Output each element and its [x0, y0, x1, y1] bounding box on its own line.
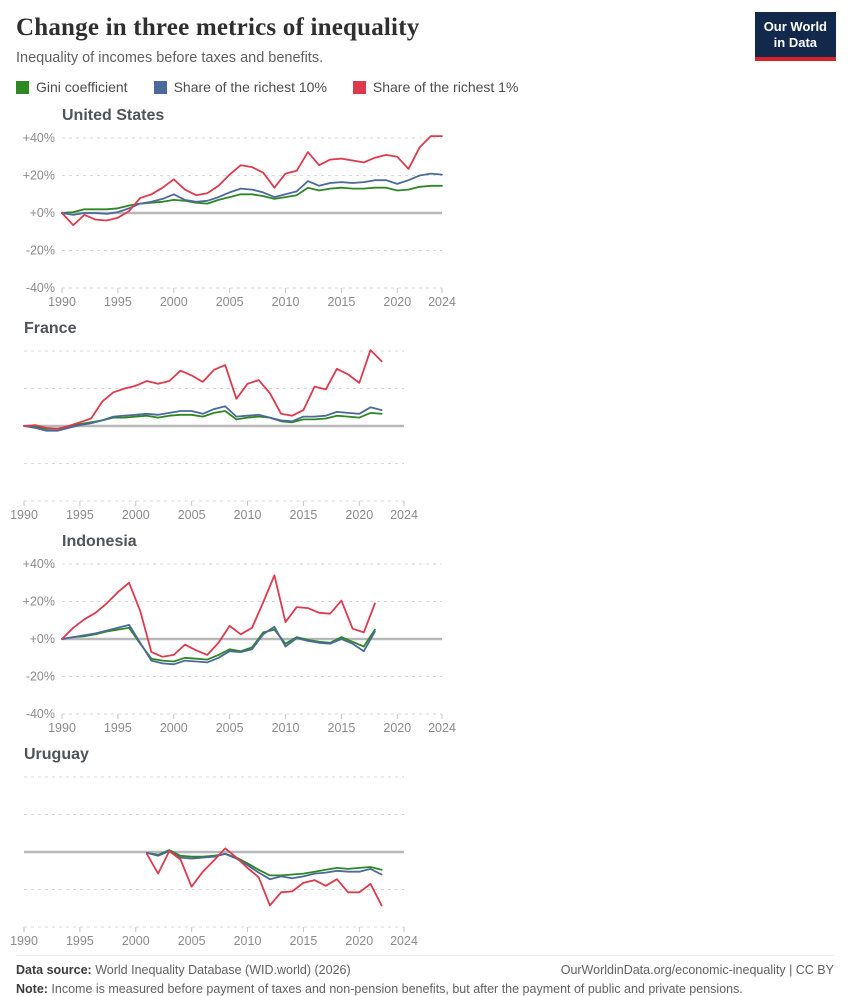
svg-text:1990: 1990	[10, 508, 38, 522]
data-source-label: Data source:	[16, 963, 92, 977]
svg-text:2005: 2005	[216, 295, 244, 309]
note-label: Note:	[16, 982, 48, 996]
footer-note-row: Note: Income is measured before payment …	[16, 982, 834, 996]
svg-text:1995: 1995	[66, 508, 94, 522]
svg-text:2015: 2015	[290, 934, 318, 948]
svg-text:+20%: +20%	[23, 169, 55, 183]
legend-item-gini[interactable]: Gini coefficient	[16, 79, 128, 95]
top10-legend-swatch-icon	[153, 80, 167, 94]
logo-line-2: in Data	[773, 35, 818, 51]
svg-text:1995: 1995	[104, 295, 132, 309]
data-source-value: World Inequality Database (WID.world) (2…	[91, 963, 351, 977]
svg-text:2005: 2005	[178, 934, 206, 948]
svg-text:2000: 2000	[122, 934, 150, 948]
svg-text:+20%: +20%	[23, 595, 55, 609]
svg-text:2020: 2020	[383, 721, 411, 735]
our-world-in-data-logo[interactable]: Our World in Data	[754, 12, 836, 61]
svg-text:2000: 2000	[160, 721, 188, 735]
svg-text:2005: 2005	[178, 508, 206, 522]
owid-url-link[interactable]: OurWorldinData.org/economic-inequality |…	[560, 963, 834, 977]
panel-indonesia: Indonesia +40% +20% +0% -20% -40% 1990 1995 200…	[16, 527, 456, 740]
footer-source-row: Data source: World Inequality Database (…	[16, 963, 834, 977]
logo-line-1: Our World	[763, 19, 827, 34]
svg-text:+0%: +0%	[30, 632, 55, 646]
legend-item-top1[interactable]: Share of the richest 1%	[352, 79, 519, 95]
svg-text:1990: 1990	[48, 295, 76, 309]
svg-text:2024: 2024	[390, 934, 418, 948]
small-multiples-grid: United States +40% +20% +0% -20% -40% 1990 199…	[10, 101, 834, 953]
panel-title-uruguay: Uruguay	[24, 746, 89, 763]
top1-legend-swatch-icon	[352, 80, 366, 94]
svg-text:-40%: -40%	[26, 707, 55, 721]
legend-label-top1: Share of the richest 1%	[372, 79, 519, 95]
line-chart-indonesia[interactable]: +40% +20% +0% -20% -40%1990 1995 2000 2005 2010 2…	[16, 554, 456, 740]
legend-label-top10: Share of the richest 10%	[173, 79, 327, 95]
svg-text:2020: 2020	[345, 508, 373, 522]
svg-text:2000: 2000	[122, 508, 150, 522]
chart-subtitle: Inequality of incomes before taxes and b…	[16, 50, 324, 66]
svg-text:1990: 1990	[10, 934, 38, 948]
svg-text:-20%: -20%	[26, 244, 55, 258]
panel-uruguay: Uruguay 1990 1995 2000 2005 2010 2015 2020 2024	[10, 740, 418, 953]
svg-text:-20%: -20%	[26, 670, 55, 684]
svg-text:2024: 2024	[428, 295, 456, 309]
svg-text:2024: 2024	[428, 721, 456, 735]
svg-text:2024: 2024	[390, 508, 418, 522]
chart-legend: Gini coefficient Share of the richest 10…	[16, 79, 834, 95]
line-chart-uruguay[interactable]: 1990 1995 2000 2005 2010 2015 2020 2024	[10, 767, 418, 953]
legend-label-gini: Gini coefficient	[36, 79, 128, 95]
line-chart-france[interactable]: 1990 1995 2000 2005 2010 2015 2020 2024	[10, 341, 418, 527]
note-value: Income is measured before payment of tax…	[47, 982, 743, 996]
legend-item-top10[interactable]: Share of the richest 10%	[153, 79, 327, 95]
svg-text:1995: 1995	[104, 721, 132, 735]
data-source-text: Data source: World Inequality Database (…	[16, 963, 351, 977]
panel-united-states: United States +40% +20% +0% -20% -40% 1990 199…	[16, 101, 456, 314]
svg-text:-40%: -40%	[26, 281, 55, 295]
svg-text:2010: 2010	[234, 508, 262, 522]
svg-text:2000: 2000	[160, 295, 188, 309]
svg-text:2010: 2010	[272, 721, 300, 735]
svg-text:1990: 1990	[48, 721, 76, 735]
chart-container: Change in three metrics of inequality In…	[10, 14, 834, 953]
page-title: Change in three metrics of inequality	[16, 14, 420, 41]
chart-footer: Data source: World Inequality Database (…	[16, 955, 834, 996]
svg-text:2015: 2015	[328, 721, 356, 735]
svg-text:+40%: +40%	[23, 557, 55, 571]
panel-title-france: France	[24, 320, 77, 337]
panel-title-united-states: United States	[62, 107, 165, 124]
panel-france: France 1990 1995 2000 2005 2010 2015 2020 2024	[10, 314, 418, 527]
svg-text:2010: 2010	[234, 934, 262, 948]
svg-text:2020: 2020	[383, 295, 411, 309]
svg-text:2005: 2005	[216, 721, 244, 735]
svg-text:1995: 1995	[66, 934, 94, 948]
svg-text:2020: 2020	[345, 934, 373, 948]
line-chart-united-states[interactable]: +40% +20% +0% -20% -40%1990 1995 2000 2005 2010 2…	[16, 128, 456, 314]
svg-text:2015: 2015	[328, 295, 356, 309]
svg-text:+40%: +40%	[23, 131, 55, 145]
gini-legend-swatch-icon	[16, 80, 29, 94]
panel-title-indonesia: Indonesia	[62, 533, 137, 550]
svg-text:2015: 2015	[290, 508, 318, 522]
svg-text:+0%: +0%	[30, 206, 55, 220]
svg-text:2010: 2010	[272, 295, 300, 309]
